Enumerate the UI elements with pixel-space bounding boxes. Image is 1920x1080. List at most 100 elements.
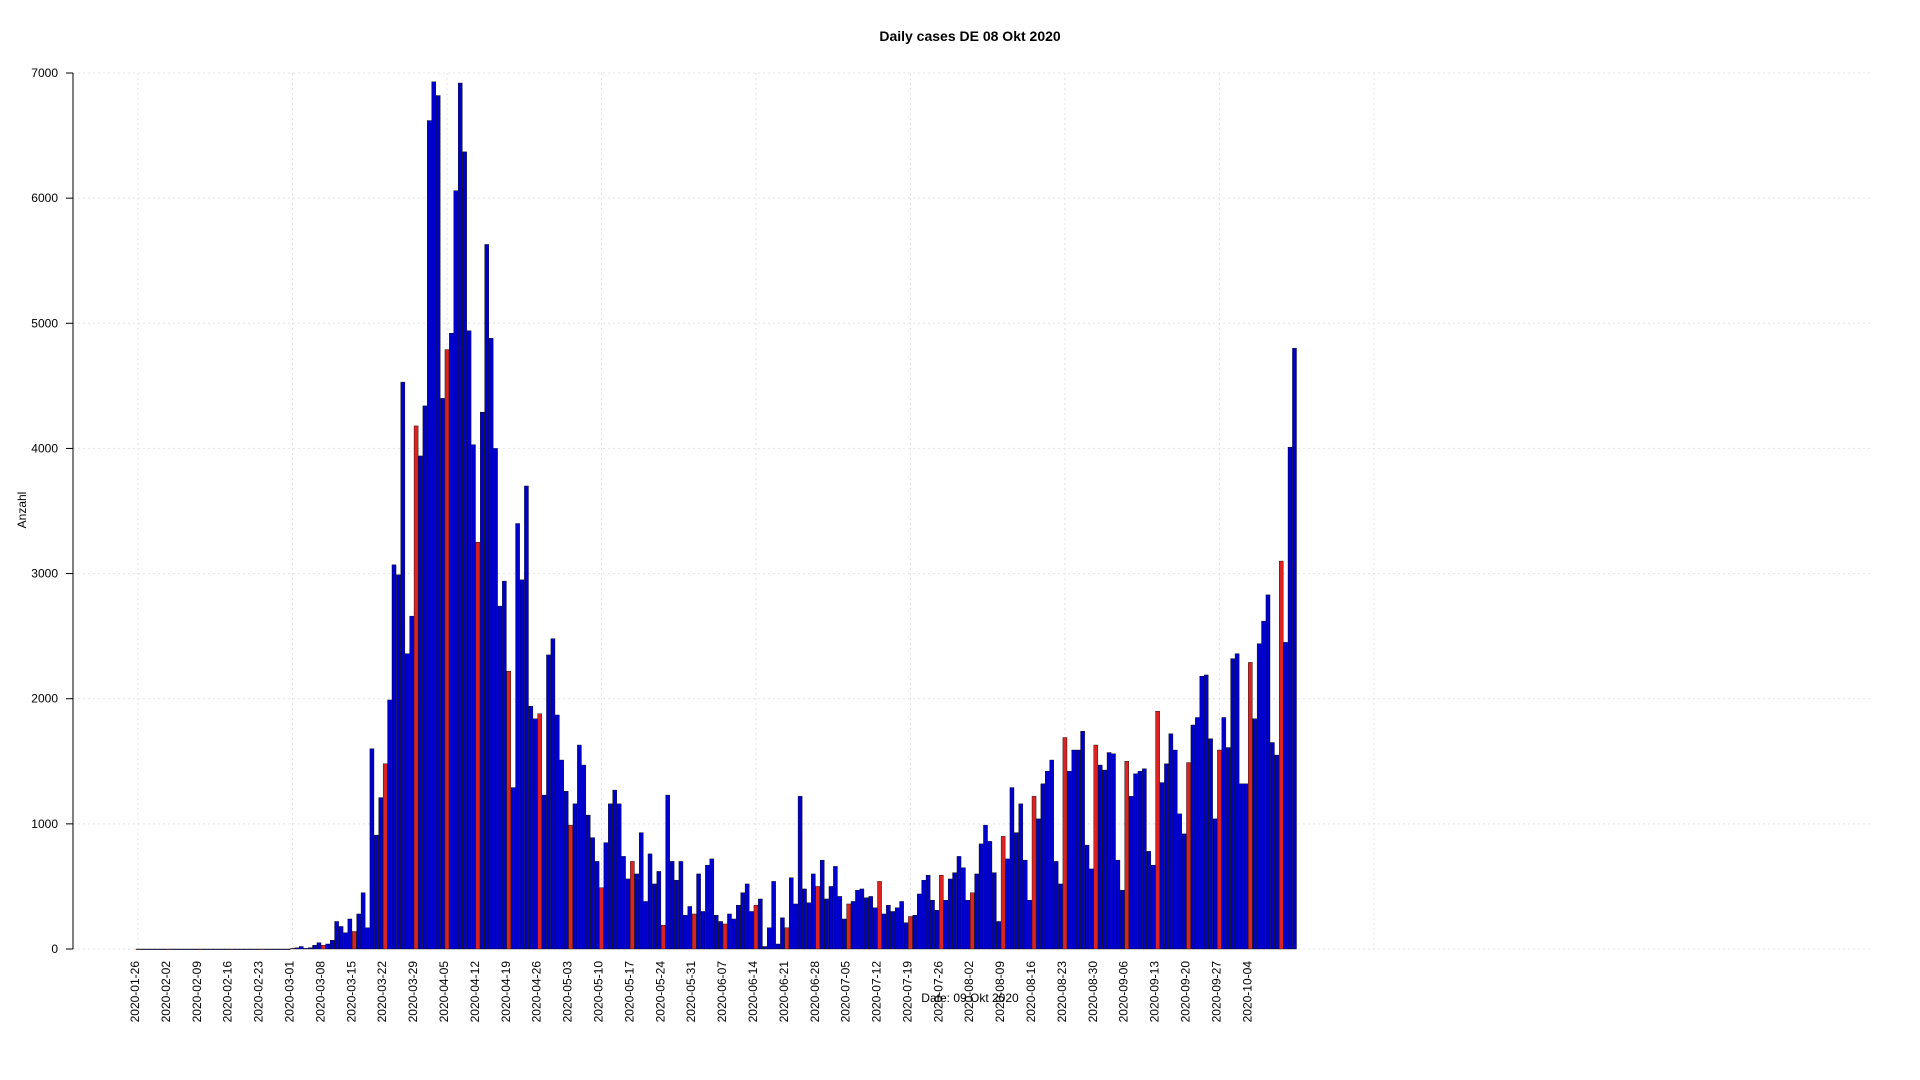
bar bbox=[1018, 803, 1024, 950]
bar bbox=[731, 918, 737, 950]
bar bbox=[1111, 753, 1116, 950]
bar bbox=[974, 873, 979, 950]
x-tick-label: 2020-04-26 bbox=[530, 961, 544, 1023]
bar bbox=[374, 834, 379, 950]
bar-sunday bbox=[1062, 737, 1068, 950]
bar bbox=[343, 932, 348, 950]
bar bbox=[338, 926, 344, 950]
bar bbox=[903, 922, 909, 950]
x-tick-label: 2020-06-21 bbox=[777, 961, 791, 1023]
bar bbox=[396, 574, 401, 950]
bar-sunday bbox=[228, 948, 233, 950]
bar bbox=[1058, 883, 1063, 950]
bar bbox=[1164, 763, 1169, 950]
bar bbox=[1212, 818, 1218, 950]
x-tick-label: 2020-05-17 bbox=[622, 961, 636, 1023]
bar bbox=[502, 580, 507, 950]
bar bbox=[987, 841, 993, 950]
bar bbox=[515, 523, 520, 950]
bar bbox=[1137, 771, 1143, 950]
bar bbox=[246, 948, 251, 950]
bar bbox=[674, 879, 679, 950]
bar bbox=[1115, 859, 1121, 950]
chart-title: Daily cases DE 08 Okt 2020 bbox=[879, 28, 1061, 44]
bar bbox=[921, 879, 926, 950]
bar-sunday bbox=[939, 874, 944, 950]
bar-sunday bbox=[506, 670, 512, 950]
x-tick-label: 2020-02-09 bbox=[190, 961, 204, 1023]
bar bbox=[480, 411, 485, 950]
bar bbox=[828, 886, 834, 950]
bar bbox=[1022, 859, 1028, 950]
bar bbox=[758, 898, 763, 950]
bar bbox=[241, 948, 247, 950]
bar bbox=[594, 861, 600, 950]
x-tick-label: 2020-06-07 bbox=[715, 961, 729, 1023]
bar bbox=[1102, 769, 1107, 950]
y-tick-label: 1000 bbox=[31, 817, 58, 831]
bar bbox=[457, 82, 463, 950]
x-tick-label: 2020-10-04 bbox=[1240, 961, 1254, 1023]
bar bbox=[1040, 783, 1046, 950]
bar bbox=[1261, 620, 1266, 950]
y-axis: 0 1000 2000 3000 4000 5000 6000 7000 bbox=[31, 66, 74, 956]
bar-sunday bbox=[784, 927, 790, 950]
bar-sunday bbox=[661, 925, 666, 950]
bar bbox=[179, 948, 185, 950]
bar bbox=[1195, 717, 1200, 950]
bar bbox=[184, 948, 189, 950]
bar bbox=[1203, 674, 1209, 950]
bar bbox=[365, 927, 370, 950]
bar bbox=[471, 444, 476, 950]
bar bbox=[643, 901, 648, 950]
bar bbox=[149, 948, 154, 950]
bar bbox=[943, 899, 948, 950]
bar bbox=[581, 764, 587, 950]
bar bbox=[762, 946, 768, 950]
x-tick-label: 2020-07-05 bbox=[839, 961, 853, 1023]
bar bbox=[488, 338, 494, 950]
bar bbox=[1199, 675, 1204, 950]
bar bbox=[435, 95, 441, 950]
bar bbox=[281, 948, 286, 950]
bar-sunday bbox=[135, 948, 141, 950]
bar bbox=[510, 787, 516, 950]
bar bbox=[934, 910, 940, 950]
x-tick-label: 2020-04-19 bbox=[499, 961, 513, 1023]
bar bbox=[1084, 844, 1090, 950]
bar bbox=[1036, 818, 1041, 950]
bar bbox=[965, 899, 971, 950]
bar-sunday bbox=[197, 948, 203, 950]
bar bbox=[1252, 718, 1257, 950]
bar-sunday bbox=[259, 948, 264, 950]
bar bbox=[890, 911, 896, 950]
bar bbox=[855, 889, 860, 950]
bar bbox=[616, 803, 622, 950]
bar bbox=[484, 244, 489, 950]
bar bbox=[550, 638, 556, 950]
bar bbox=[325, 943, 331, 950]
bar bbox=[1150, 864, 1156, 950]
x-tick-label: 2020-05-24 bbox=[653, 961, 667, 1023]
bar-sunday bbox=[1093, 744, 1099, 950]
x-tick-label: 2020-07-26 bbox=[931, 961, 945, 1023]
y-tick-label: 5000 bbox=[31, 316, 58, 330]
x-tick-label: 2020-02-23 bbox=[252, 961, 266, 1023]
y-tick-label: 6000 bbox=[31, 191, 58, 205]
bar bbox=[652, 883, 657, 950]
bar-sunday bbox=[1031, 796, 1037, 950]
bar bbox=[1014, 832, 1019, 950]
bar bbox=[285, 948, 291, 950]
bar bbox=[811, 873, 816, 950]
bar bbox=[563, 791, 569, 950]
bar bbox=[519, 579, 525, 950]
bar bbox=[700, 911, 706, 950]
bar bbox=[705, 864, 710, 950]
bar bbox=[850, 901, 856, 950]
y-tick-label: 2000 bbox=[31, 692, 58, 706]
bar bbox=[1049, 759, 1054, 950]
bar bbox=[930, 899, 935, 950]
bar bbox=[833, 866, 838, 950]
bar bbox=[766, 927, 772, 950]
bar bbox=[789, 877, 794, 950]
